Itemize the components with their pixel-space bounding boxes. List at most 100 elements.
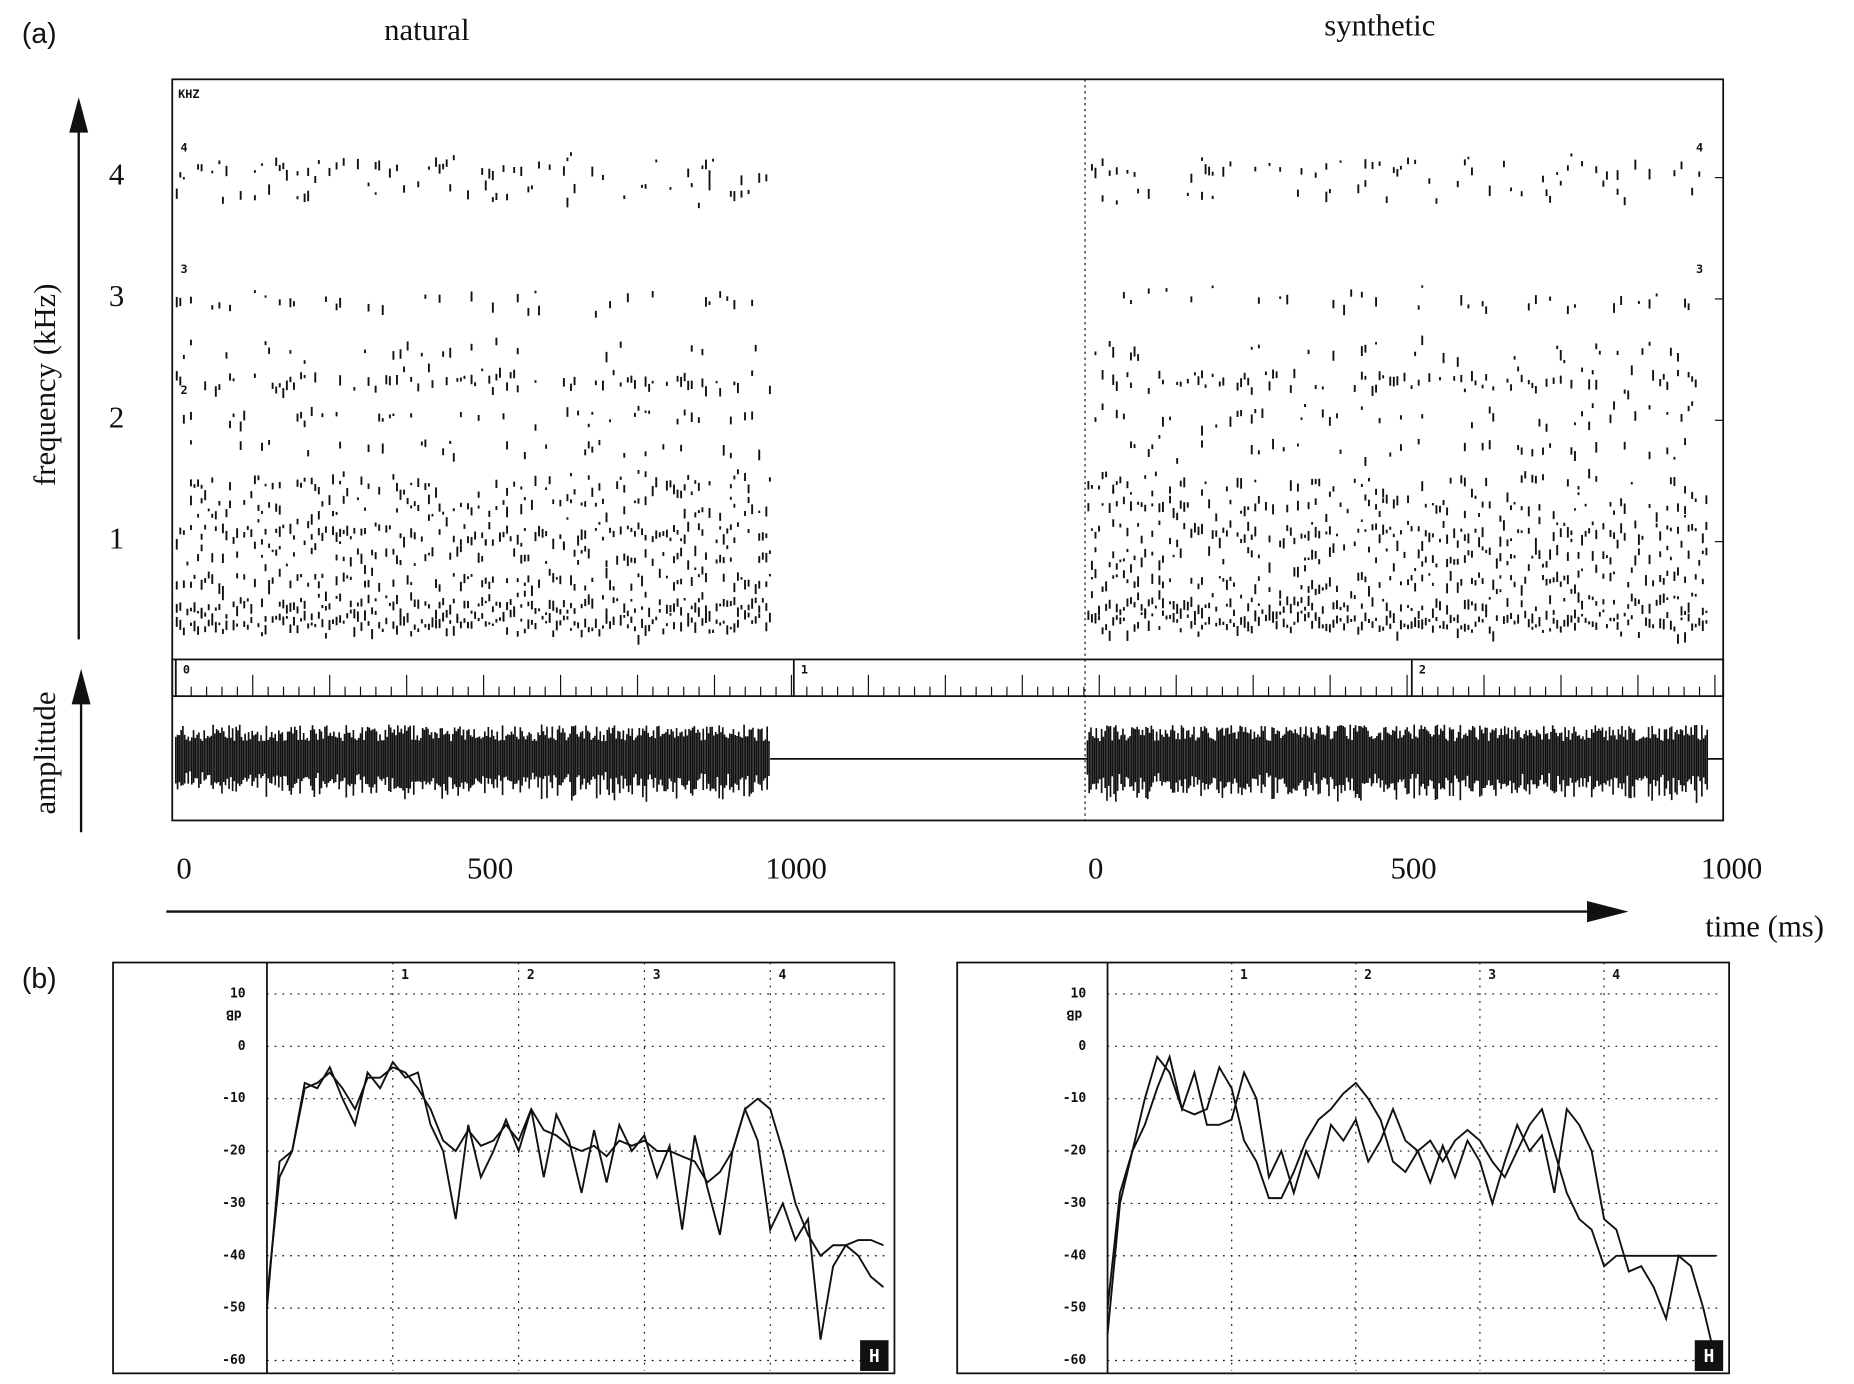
spectro-dot (424, 554, 427, 562)
spectro-dot (715, 603, 718, 612)
spectro-dot (680, 622, 683, 632)
spectro-dot (310, 547, 313, 555)
spectro-dot (1456, 628, 1459, 639)
spectro-dot (1609, 414, 1612, 424)
spectro-dot (1417, 438, 1420, 445)
spectro-dot (602, 536, 604, 541)
spectro-dot (1108, 170, 1111, 176)
spectro-dot (1666, 505, 1669, 511)
spectro-dot (747, 189, 750, 195)
spectro-dot (1453, 559, 1456, 565)
spectro-dot (1339, 449, 1342, 454)
spectro-dot (637, 522, 640, 530)
spectro-dot (687, 560, 690, 570)
spectro-dot (630, 599, 633, 602)
spectro-dot (552, 600, 555, 611)
spectro-dot (438, 294, 441, 303)
spectro-dot (1620, 296, 1623, 305)
spectro-dot (1513, 581, 1516, 588)
spectro-dot (1229, 520, 1232, 528)
spectro-dot (1396, 495, 1399, 506)
spectro-dot (1510, 538, 1512, 542)
spectro-dot (385, 617, 388, 625)
spectro-dot (321, 413, 324, 418)
spectro-dot (1439, 625, 1441, 629)
spectro-dot (1531, 474, 1534, 483)
spectro-dot (694, 602, 697, 613)
spectro-dot (580, 529, 583, 540)
spectro-dot (701, 529, 704, 536)
spectro-dot (1140, 502, 1143, 508)
spectro-dot (1474, 603, 1477, 611)
spectro-dot (388, 168, 391, 178)
spectro-dot (1382, 375, 1385, 379)
spectro-dot (1385, 494, 1388, 504)
spectro-dot (310, 406, 313, 417)
spectro-dot (1336, 615, 1338, 624)
spectro-dot (1190, 528, 1193, 538)
spectro-dot (456, 613, 459, 624)
spectro-dot (1648, 603, 1651, 614)
spectro-dot (1613, 401, 1615, 410)
spectro-dot (605, 608, 608, 617)
spectro-dot (1428, 373, 1431, 383)
y-tick-label: -20 (1063, 1144, 1087, 1159)
spectro-dot (513, 369, 516, 379)
spectro-dot (1627, 581, 1630, 588)
spectro-dot (424, 601, 427, 606)
spectro-dot (481, 532, 484, 538)
spectro-dot (1481, 301, 1484, 307)
spectro-dot (1439, 601, 1441, 611)
spectro-dot (459, 545, 462, 553)
spectro-dot (424, 294, 427, 299)
spectro-dot (1431, 533, 1434, 538)
spectro-dot (321, 532, 324, 541)
spectro-dot (1566, 552, 1569, 561)
spectro-dot (1154, 605, 1157, 609)
spectro-dot (1296, 443, 1299, 447)
spectro-dot (1520, 600, 1523, 608)
spectro-dot (1282, 447, 1285, 452)
spectro-dot (1442, 521, 1445, 528)
spectro-dot (1534, 385, 1537, 394)
spectro-dot (1506, 598, 1509, 607)
spectro-dot (1609, 557, 1612, 565)
spectro-dot (1648, 168, 1651, 180)
spectro-dot (342, 572, 345, 582)
spectro-dot (1176, 603, 1179, 614)
spectro-dot (236, 573, 239, 579)
spectro-dot (385, 595, 388, 599)
spectro-dot (1197, 631, 1200, 637)
spectro-dot (1208, 616, 1211, 625)
spectro-dot (1382, 598, 1385, 602)
inner-mark: 4 (181, 140, 188, 154)
spectro-dot (374, 385, 377, 393)
spectro-dot (1570, 538, 1573, 543)
spectro-dot (566, 157, 569, 162)
spectro-dot (1215, 513, 1218, 522)
spectro-dot (527, 554, 530, 562)
spectro-dot (470, 507, 473, 516)
spectro-dot (1339, 160, 1342, 163)
spectro-dot (296, 479, 299, 487)
spectro-dot (445, 377, 448, 386)
spectro-dot (1296, 611, 1299, 623)
spectro-dot (754, 584, 757, 595)
spectro-dot (438, 529, 441, 535)
spectro-dot (1389, 610, 1392, 618)
spectro-dot (708, 507, 711, 518)
spectro-dot (310, 514, 313, 525)
spectro-dot (250, 617, 253, 624)
spectro-dot (491, 606, 494, 613)
spectro-dot (545, 444, 548, 449)
spectro-dot (534, 290, 537, 294)
spectro-dot (278, 568, 281, 577)
spectro-dot (300, 618, 303, 622)
spectro-dot (190, 296, 192, 304)
spectro-dot (1527, 506, 1530, 517)
spectro-dot (1371, 385, 1374, 396)
spectro-dot (218, 302, 221, 309)
spectro-dot (665, 480, 668, 491)
spectro-dot (1108, 599, 1111, 609)
spectro-dot (190, 495, 192, 506)
